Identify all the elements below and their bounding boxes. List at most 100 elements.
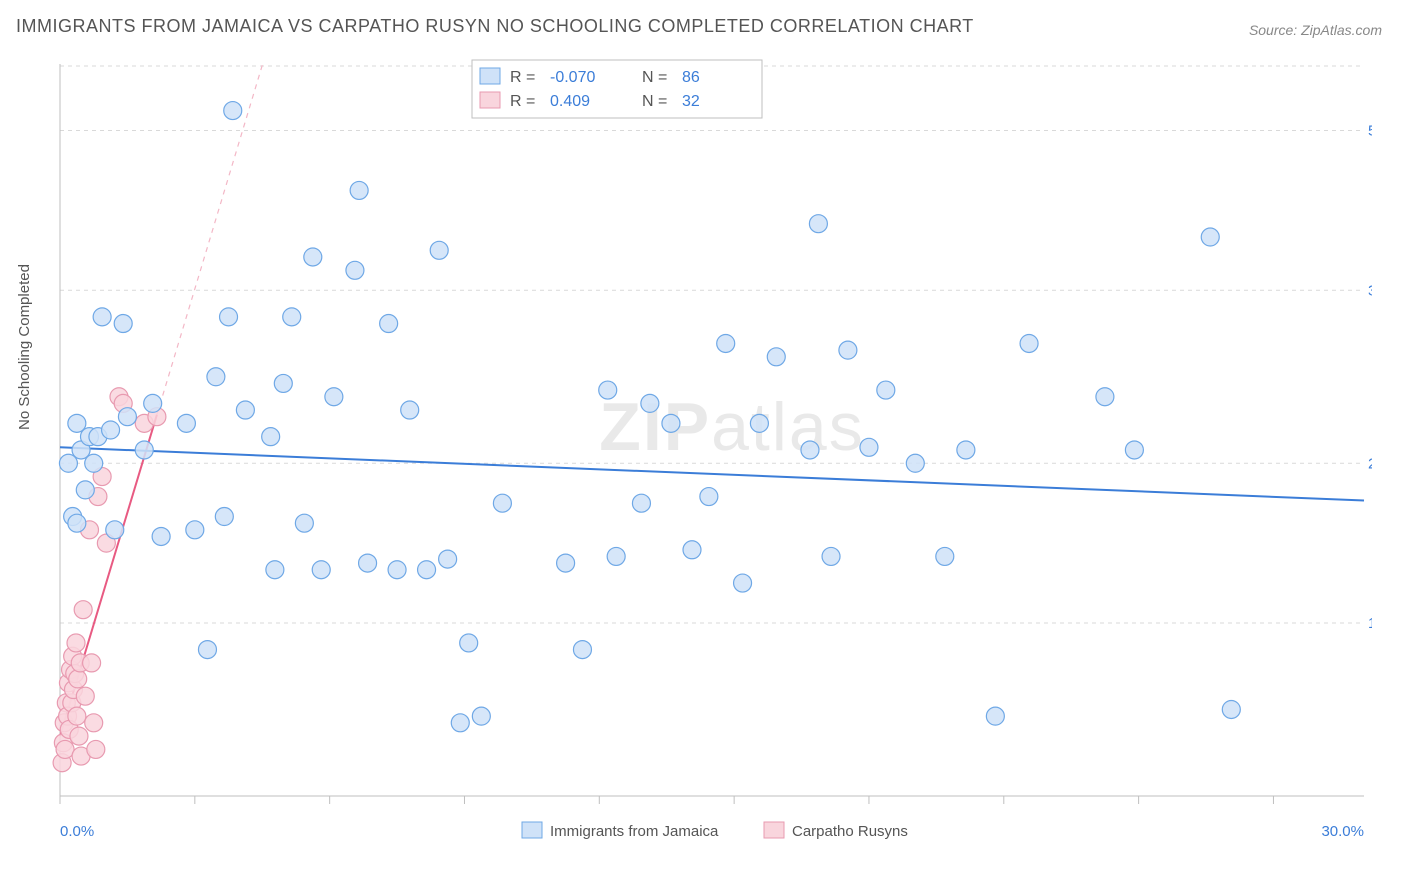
data-point <box>460 634 478 652</box>
data-point <box>1020 334 1038 352</box>
data-point <box>69 670 87 688</box>
data-point <box>451 714 469 732</box>
data-point <box>700 488 718 506</box>
data-point <box>152 527 170 545</box>
data-point <box>68 514 86 532</box>
data-point <box>1201 228 1219 246</box>
data-point <box>83 654 101 672</box>
data-point <box>346 261 364 279</box>
data-point <box>936 547 954 565</box>
stats-n-value: 86 <box>682 69 700 86</box>
data-point <box>767 348 785 366</box>
data-point <box>986 707 1004 725</box>
data-point <box>430 241 448 259</box>
data-point <box>632 494 650 512</box>
source-label: Source: ZipAtlas.com <box>1249 22 1382 38</box>
data-point <box>224 102 242 120</box>
data-point <box>76 687 94 705</box>
data-point <box>839 341 857 359</box>
data-point <box>877 381 895 399</box>
stats-swatch <box>480 68 500 84</box>
data-point <box>860 438 878 456</box>
data-point <box>215 508 233 526</box>
data-point <box>906 454 924 472</box>
chart-area: ZIPatlas0.0%30.0%1.3%2.5%3.8%5.0%R =-0.0… <box>52 56 1372 826</box>
data-point <box>87 740 105 758</box>
data-point <box>70 727 88 745</box>
stats-swatch <box>480 92 500 108</box>
data-point <box>662 414 680 432</box>
x-tick-label: 30.0% <box>1321 823 1364 840</box>
legend-label: Immigrants from Jamaica <box>550 823 719 840</box>
data-point <box>801 441 819 459</box>
data-point <box>957 441 975 459</box>
data-point <box>274 374 292 392</box>
data-point <box>418 561 436 579</box>
data-point <box>114 315 132 333</box>
data-point <box>85 714 103 732</box>
data-point <box>312 561 330 579</box>
data-point <box>74 601 92 619</box>
data-point <box>283 308 301 326</box>
legend-swatch <box>522 822 542 838</box>
data-point <box>102 421 120 439</box>
data-point <box>809 215 827 233</box>
data-point <box>93 308 111 326</box>
data-point <box>207 368 225 386</box>
data-point <box>493 494 511 512</box>
y-tick-label: 1.3% <box>1368 615 1372 632</box>
data-point <box>144 394 162 412</box>
data-point <box>380 315 398 333</box>
x-tick-label: 0.0% <box>60 823 94 840</box>
stats-r-label: R = <box>510 93 535 110</box>
data-point <box>325 388 343 406</box>
data-point <box>599 381 617 399</box>
stats-box: R =-0.070N =86R = 0.409N =32 <box>472 60 762 118</box>
chart-title: IMMIGRANTS FROM JAMAICA VS CARPATHO RUSY… <box>16 16 974 37</box>
data-point <box>607 547 625 565</box>
data-point <box>750 414 768 432</box>
data-point <box>67 634 85 652</box>
data-point <box>1096 388 1114 406</box>
data-point <box>557 554 575 572</box>
data-point <box>472 707 490 725</box>
scatter-svg: ZIPatlas0.0%30.0%1.3%2.5%3.8%5.0%R =-0.0… <box>52 56 1372 876</box>
data-point <box>359 554 377 572</box>
stats-r-label: R = <box>510 69 535 86</box>
data-point <box>717 334 735 352</box>
bottom-legend: Immigrants from Jamaica Carpatho Rusyns <box>522 822 908 840</box>
data-point <box>822 547 840 565</box>
data-point <box>236 401 254 419</box>
data-point <box>734 574 752 592</box>
data-point <box>198 641 216 659</box>
data-point <box>401 401 419 419</box>
data-point <box>350 181 368 199</box>
data-point <box>186 521 204 539</box>
watermark: ZIPatlas <box>599 389 864 465</box>
data-point <box>177 414 195 432</box>
data-point <box>1222 700 1240 718</box>
data-point <box>295 514 313 532</box>
stats-n-label: N = <box>642 93 667 110</box>
data-point <box>68 707 86 725</box>
data-point <box>118 408 136 426</box>
legend-swatch <box>764 822 784 838</box>
data-point <box>106 521 124 539</box>
data-point <box>439 550 457 568</box>
stats-r-value: 0.409 <box>550 93 590 110</box>
stats-r-value: -0.070 <box>550 69 595 86</box>
data-point <box>1125 441 1143 459</box>
data-point <box>304 248 322 266</box>
data-point <box>266 561 284 579</box>
data-point <box>76 481 94 499</box>
data-point <box>641 394 659 412</box>
data-point <box>262 428 280 446</box>
legend-label: Carpatho Rusyns <box>792 823 908 840</box>
data-point <box>573 641 591 659</box>
data-point <box>683 541 701 559</box>
y-tick-label: 3.8% <box>1368 282 1372 299</box>
data-point <box>135 441 153 459</box>
y-axis-label: No Schooling Completed <box>16 264 33 430</box>
stats-n-value: 32 <box>682 93 700 110</box>
data-point <box>85 454 103 472</box>
